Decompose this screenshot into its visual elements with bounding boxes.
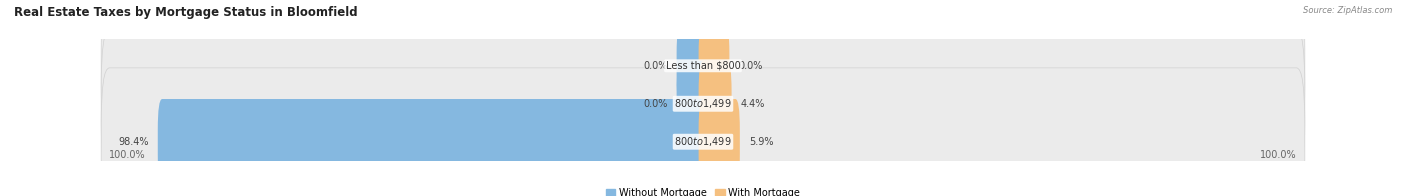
FancyBboxPatch shape [676,23,707,109]
Legend: Without Mortgage, With Mortgage: Without Mortgage, With Mortgage [602,184,804,196]
Text: 4.4%: 4.4% [741,99,765,109]
FancyBboxPatch shape [101,30,1305,178]
Text: 0.0%: 0.0% [643,61,668,71]
Text: Source: ZipAtlas.com: Source: ZipAtlas.com [1302,6,1392,15]
FancyBboxPatch shape [101,0,1305,140]
Text: 0.0%: 0.0% [738,61,763,71]
FancyBboxPatch shape [676,61,707,146]
FancyBboxPatch shape [101,68,1305,196]
Text: Real Estate Taxes by Mortgage Status in Bloomfield: Real Estate Taxes by Mortgage Status in … [14,6,357,19]
FancyBboxPatch shape [699,99,740,184]
FancyBboxPatch shape [699,23,730,109]
Text: 100.0%: 100.0% [1260,150,1296,160]
Text: 100.0%: 100.0% [110,150,146,160]
Text: 98.4%: 98.4% [118,137,149,147]
FancyBboxPatch shape [157,99,707,184]
Text: 5.9%: 5.9% [749,137,773,147]
Text: Less than $800: Less than $800 [665,61,741,71]
FancyBboxPatch shape [699,61,731,146]
Text: $800 to $1,499: $800 to $1,499 [675,135,731,148]
Text: 0.0%: 0.0% [643,99,668,109]
Text: $800 to $1,499: $800 to $1,499 [675,97,731,110]
